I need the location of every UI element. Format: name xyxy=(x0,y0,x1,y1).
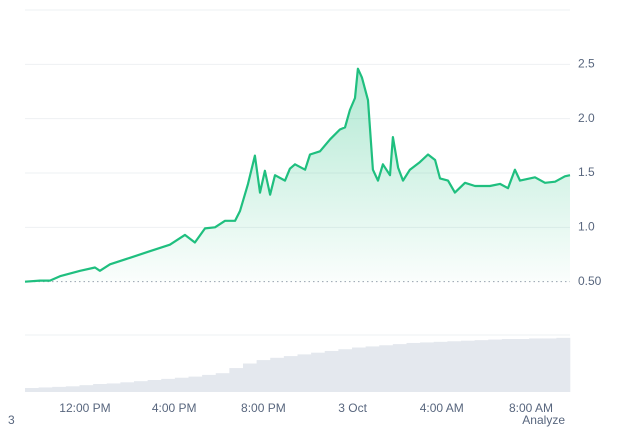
volume-bar xyxy=(474,340,489,392)
y-tick-label: 0.50 xyxy=(578,274,602,288)
volume-bar xyxy=(365,346,380,392)
price-area xyxy=(25,68,570,282)
volume-bar xyxy=(106,383,121,392)
volume-bar xyxy=(202,374,217,392)
volume-bar xyxy=(229,368,244,392)
volume-bar xyxy=(256,360,271,392)
volume-bar xyxy=(161,378,176,392)
volume-bar xyxy=(392,344,407,392)
x-tick-label: 4:00 PM xyxy=(152,401,197,415)
volume-bar xyxy=(501,338,516,392)
volume-bar xyxy=(120,382,135,392)
volume-bar xyxy=(215,373,230,392)
y-tick-label: 2.5 xyxy=(578,57,595,71)
volume-bar xyxy=(406,342,421,392)
x-tick-label: 8:00 PM xyxy=(241,401,286,415)
y-tick-label: 1.0 xyxy=(578,220,595,234)
y-tick-label: 2.0 xyxy=(578,111,595,125)
volume-bar xyxy=(338,349,353,392)
volume-bar xyxy=(379,345,394,392)
y-tick-label: 1.5 xyxy=(578,165,595,179)
volume-bar xyxy=(488,339,503,392)
volume-bar xyxy=(79,385,94,392)
volume-bar xyxy=(52,386,67,392)
volume-bar xyxy=(174,377,189,392)
volume-bar xyxy=(297,354,312,392)
x-tick-label: 12:00 PM xyxy=(59,401,110,415)
footer-left: 3 xyxy=(8,413,15,427)
volume-bar xyxy=(270,357,285,392)
volume-bar xyxy=(25,388,39,392)
volume-bar xyxy=(542,338,557,392)
volume-bar xyxy=(134,381,148,392)
volume-bar xyxy=(529,338,544,392)
volume-bar xyxy=(38,387,53,392)
price-line xyxy=(24,67,571,283)
volume-bar xyxy=(324,350,339,392)
volume-bar xyxy=(93,384,108,392)
volume-bar xyxy=(147,380,162,392)
volume-bar xyxy=(352,347,366,392)
volume-bar xyxy=(420,342,435,392)
footer-right: Analyze xyxy=(522,413,565,427)
x-tick-label: 8:00 AM xyxy=(509,401,553,415)
volume-bar xyxy=(188,376,203,392)
volume-bar xyxy=(556,337,571,392)
volume-bar xyxy=(283,356,298,392)
volume-bar xyxy=(311,352,326,392)
x-tick-label: 3 Oct xyxy=(338,401,367,415)
volume-bar xyxy=(243,363,257,392)
volume-bar xyxy=(461,340,475,392)
volume-bar xyxy=(515,338,530,392)
volume-bar xyxy=(65,386,80,392)
volume-bar xyxy=(447,341,462,392)
volume-bar xyxy=(433,341,448,392)
x-tick-label: 4:00 AM xyxy=(420,401,464,415)
